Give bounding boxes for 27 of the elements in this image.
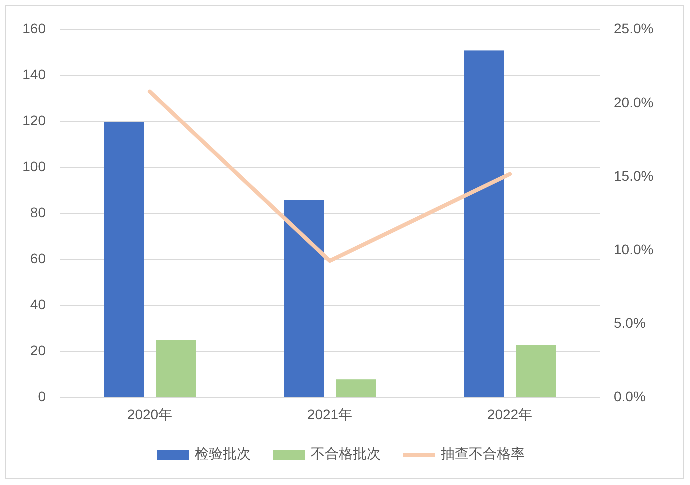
legend-label: 不合格批次 (311, 446, 381, 462)
x-tick-label: 2021年 (307, 406, 353, 423)
legend-label: 检验批次 (195, 446, 251, 462)
y2-tick-label: 20.0% (614, 94, 654, 110)
y2-tick-label: 10.0% (614, 242, 654, 258)
bar (516, 345, 556, 398)
y-tick-label: 120 (22, 112, 46, 129)
y-tick-label: 100 (22, 158, 46, 175)
y-tick-label: 40 (30, 296, 46, 313)
y-tick-label: 140 (22, 66, 46, 83)
bar (464, 50, 504, 398)
bar (336, 380, 376, 398)
bar (156, 340, 196, 398)
y2-tick-label: 15.0% (614, 168, 654, 184)
y2-tick-label: 5.0% (614, 315, 646, 332)
bar (104, 122, 144, 398)
y2-tick-label: 0.0% (614, 388, 646, 405)
y2-tick-label: 25.0% (614, 20, 654, 37)
y-tick-label: 80 (30, 204, 46, 221)
y-tick-label: 0 (38, 388, 46, 405)
y-tick-label: 20 (30, 342, 46, 359)
x-tick-label: 2020年 (127, 406, 173, 423)
bar (284, 200, 324, 398)
y-tick-label: 60 (30, 250, 46, 267)
x-tick-label: 2022年 (487, 406, 533, 423)
legend-label: 抽查不合格率 (441, 446, 525, 462)
y-tick-label: 160 (22, 20, 46, 37)
